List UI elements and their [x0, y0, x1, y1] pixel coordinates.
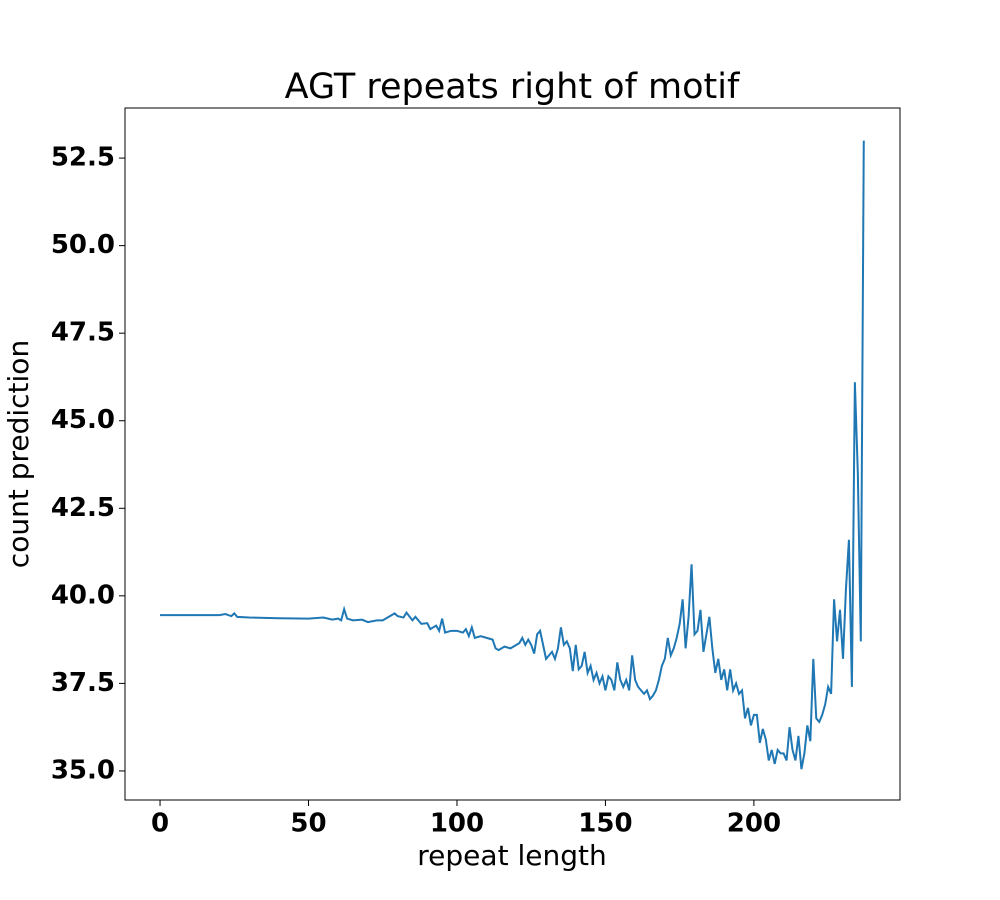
- x-tick-label: 150: [578, 809, 632, 839]
- y-tick-label: 50.0: [51, 230, 115, 260]
- y-axis-label: count prediction: [2, 340, 35, 568]
- y-tick-label: 42.5: [51, 493, 115, 523]
- chart-title: AGT repeats right of motif: [285, 67, 740, 107]
- x-axis-label: repeat length: [417, 839, 606, 872]
- y-tick-label: 35.0: [51, 755, 115, 785]
- plot-frame: [124, 107, 901, 801]
- y-tick-label: 47.5: [51, 318, 115, 348]
- y-tick-label: 40.0: [51, 580, 115, 610]
- x-tick-label: 100: [430, 809, 484, 839]
- x-tick-label: 50: [290, 809, 326, 839]
- y-tick-label: 52.5: [51, 143, 115, 173]
- data-line: [160, 140, 865, 770]
- x-tick-label: 0: [151, 809, 169, 839]
- x-tick-label: 200: [727, 809, 781, 839]
- y-tick-label: 45.0: [51, 405, 115, 435]
- y-tick-label: 37.5: [51, 668, 115, 698]
